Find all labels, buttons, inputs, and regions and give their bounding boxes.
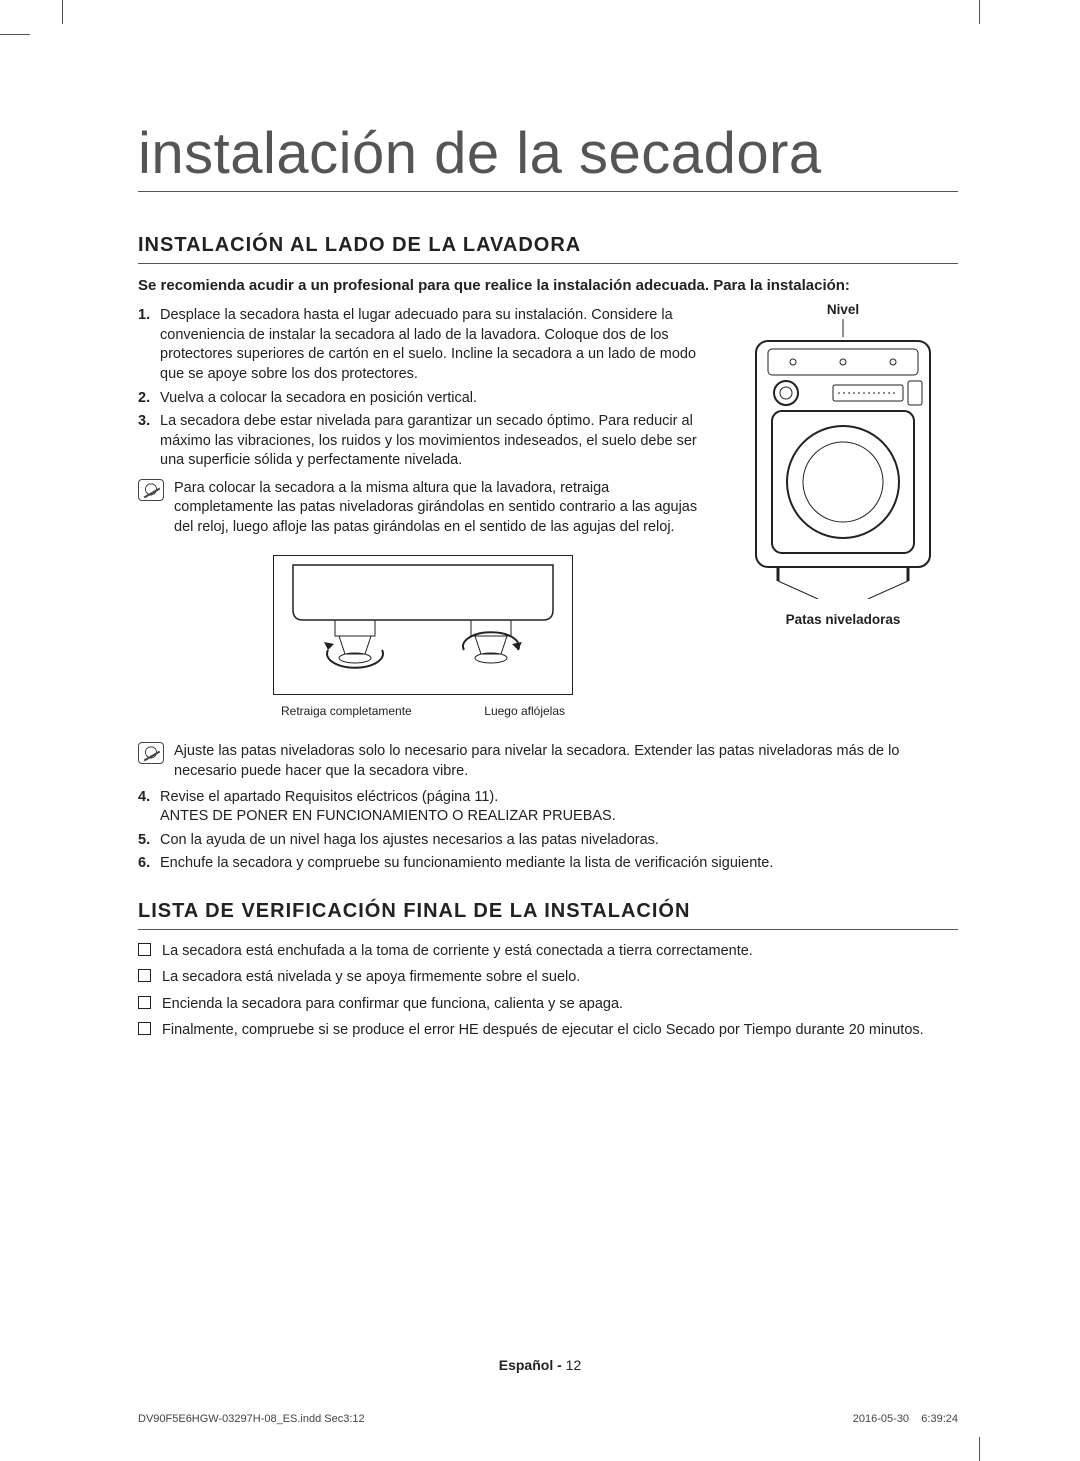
- page-footer: Español - 12: [0, 1357, 1080, 1373]
- checklist-item: La secadora está nivelada y se apoya fir…: [162, 966, 958, 988]
- list-item-text: Con la ayuda de un nivel haga los ajuste…: [160, 832, 659, 848]
- instruction-column: 1.Desplace la secadora hasta el lugar ad…: [138, 302, 708, 722]
- figure-label: Retraiga completamente: [281, 704, 412, 718]
- list-item-text: Vuelva a colocar la secadora en posición…: [160, 390, 477, 406]
- footer-meta: DV90F5E6HGW-03297H-08_ES.indd Sec3:12 20…: [138, 1413, 958, 1425]
- checklist: La secadora está enchufada a la toma de …: [138, 940, 958, 1042]
- footer-date: 2016-05-30: [853, 1413, 909, 1425]
- figure-label: Patas niveladoras: [728, 612, 958, 627]
- section-heading: INSTALACIÓN AL LADO DE LA LAVADORA: [138, 234, 958, 264]
- note-icon: [138, 742, 164, 764]
- note-icon: [138, 479, 164, 501]
- figure-leveling-legs: Retraiga completamente Luego aflójelas: [273, 555, 573, 722]
- footer-time: 6:39:24: [921, 1413, 958, 1425]
- crop-mark: [0, 34, 30, 35]
- page-title: instalación de la secadora: [138, 120, 958, 192]
- list-item-text: Desplace la secadora hasta el lugar adec…: [160, 307, 696, 382]
- footer-lang: Español -: [499, 1357, 566, 1373]
- list-item: 6.Enchufe la secadora y compruebe su fun…: [160, 854, 958, 874]
- checklist-item: Encienda la secadora para confirmar que …: [162, 993, 958, 1015]
- note-text: Ajuste las patas niveladoras solo lo nec…: [174, 742, 958, 781]
- instruction-list: 4. Revise el apartado Requisitos eléctri…: [138, 788, 958, 874]
- crop-mark: [979, 0, 980, 24]
- note-block: Para colocar la secadora a la misma altu…: [138, 479, 708, 538]
- list-item-text: Enchufe la secadora y compruebe su funci…: [160, 855, 773, 871]
- checklist-item: Finalmente, compruebe si se produce el e…: [162, 1019, 958, 1041]
- list-item-text: Revise el apartado Requisitos eléctricos…: [160, 789, 498, 805]
- instruction-list: 1.Desplace la secadora hasta el lugar ad…: [138, 306, 708, 471]
- list-item: 2.Vuelva a colocar la secadora en posici…: [160, 389, 708, 409]
- list-item-text: La secadora debe estar nivelada para gar…: [160, 413, 697, 468]
- crop-mark: [979, 1437, 980, 1461]
- list-item: 3.La secadora debe estar nivelada para g…: [160, 412, 708, 471]
- note-block: Ajuste las patas niveladoras solo lo nec…: [138, 742, 958, 781]
- section-intro: Se recomienda acudir a un profesional pa…: [138, 276, 958, 296]
- checklist-item: La secadora está enchufada a la toma de …: [162, 940, 958, 962]
- footer-page-number: 12: [566, 1357, 582, 1373]
- note-text: Para colocar la secadora a la misma altu…: [174, 479, 708, 538]
- figure-label: Nivel: [728, 302, 958, 317]
- figure-label: Luego aflójelas: [484, 704, 565, 718]
- page-content: instalación de la secadora INSTALACIÓN A…: [138, 120, 958, 1042]
- section-heading: LISTA DE VERIFICACIÓN FINAL DE LA INSTAL…: [138, 900, 958, 930]
- crop-mark: [62, 0, 63, 24]
- list-item-text: ANTES DE PONER EN FUNCIONAMIENTO O REALI…: [160, 808, 616, 824]
- list-item: 5.Con la ayuda de un nivel haga los ajus…: [160, 831, 958, 851]
- list-item: 1.Desplace la secadora hasta el lugar ad…: [160, 306, 708, 384]
- list-item: 4. Revise el apartado Requisitos eléctri…: [160, 788, 958, 827]
- figure-dryer: Nivel: [728, 302, 958, 722]
- footer-file: DV90F5E6HGW-03297H-08_ES.indd Sec3:12: [138, 1413, 365, 1425]
